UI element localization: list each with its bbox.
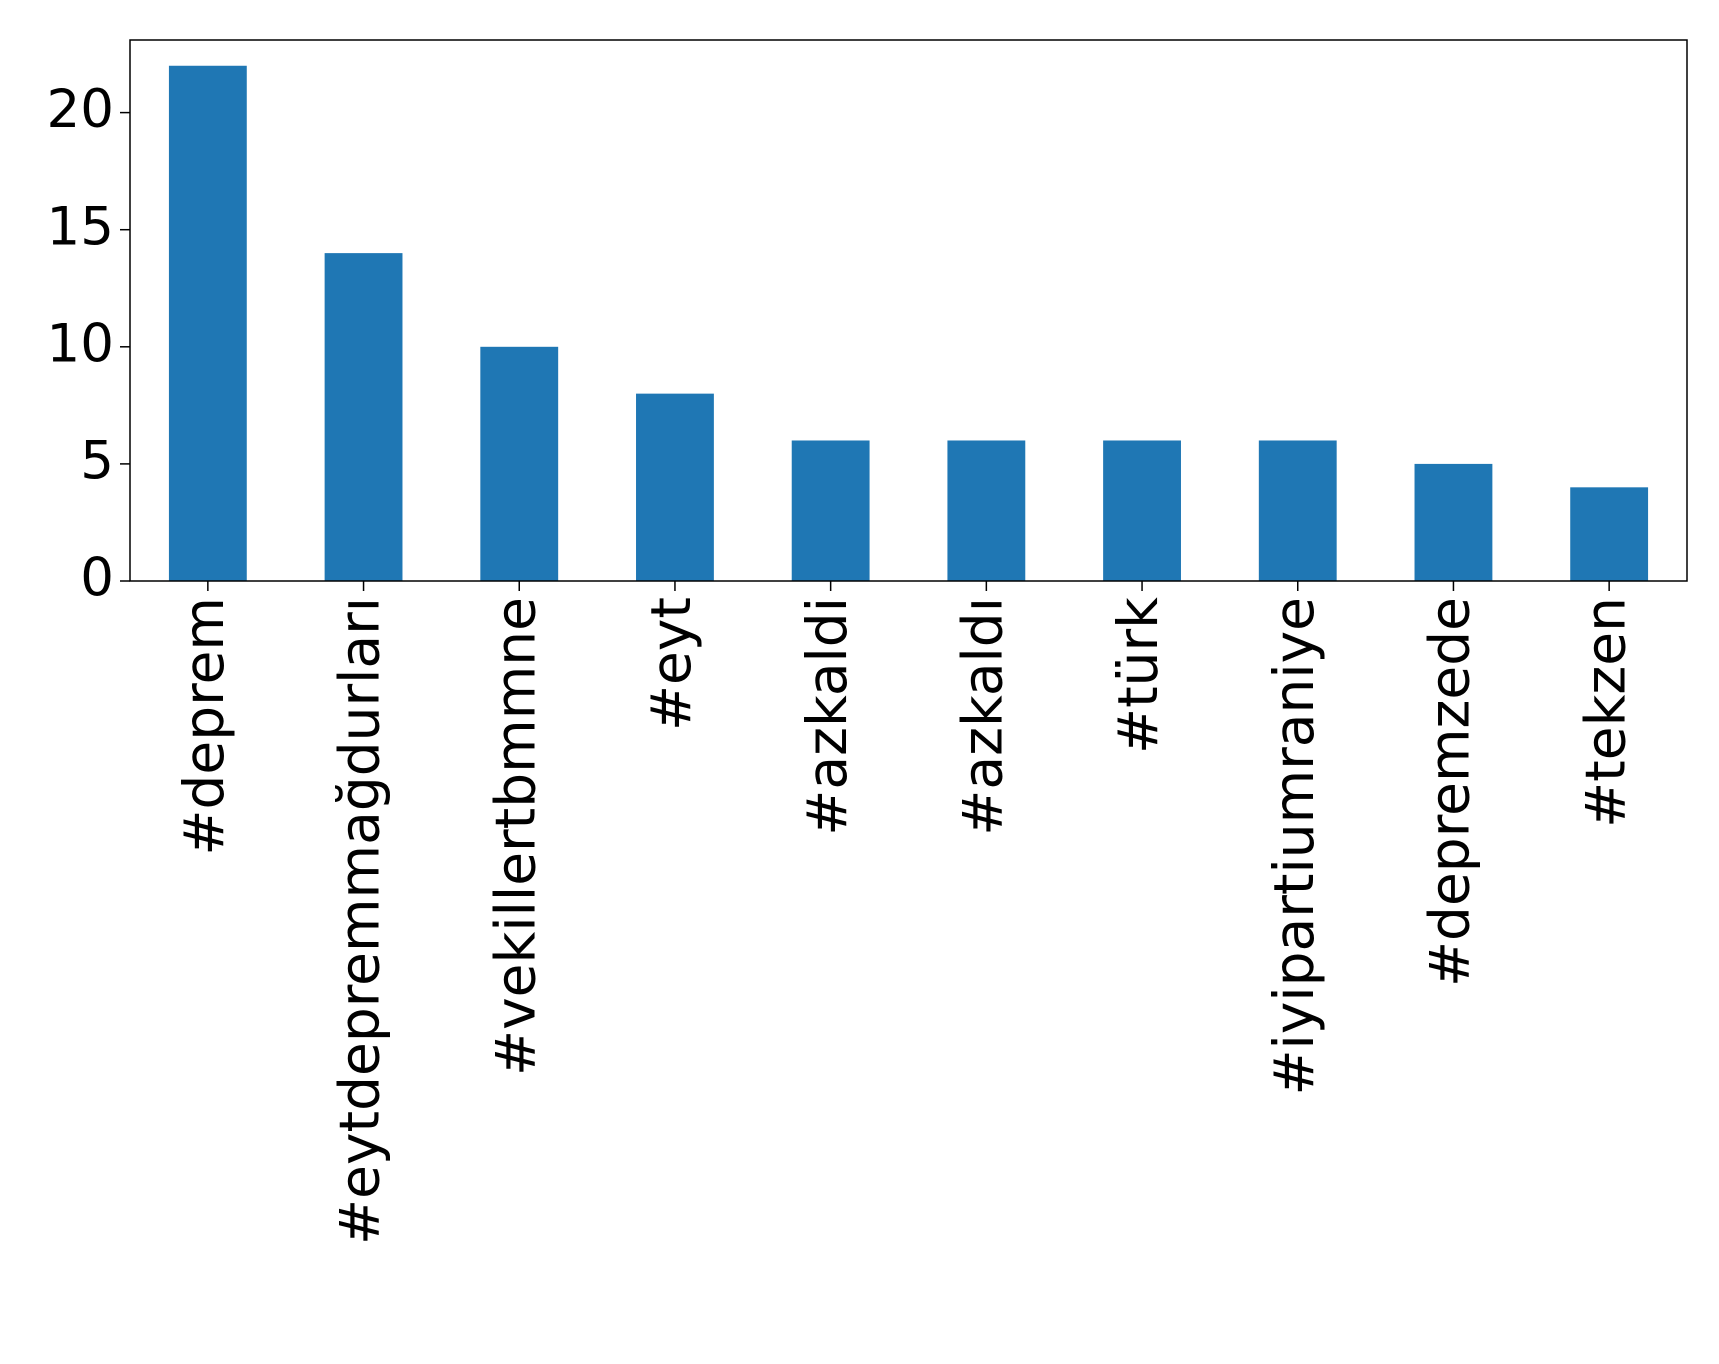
x-tick-label: #azkaldi <box>795 597 859 836</box>
x-tick-label: #tekzen <box>1573 597 1637 828</box>
y-tick-label: 20 <box>47 79 114 140</box>
bar <box>480 346 559 581</box>
y-tick-label: 5 <box>80 431 114 492</box>
bar <box>1570 487 1649 581</box>
x-tick-label: #vekillertbmmne <box>483 597 547 1076</box>
y-tick-label: 10 <box>47 313 114 374</box>
x-tick-label: #azkaldı <box>950 597 1014 836</box>
bar <box>1258 440 1337 581</box>
x-tick-label: #türk <box>1106 597 1170 754</box>
y-tick-label: 15 <box>47 196 114 257</box>
bar <box>324 253 403 581</box>
bar <box>636 393 714 581</box>
bar <box>1414 463 1493 581</box>
bar <box>1103 440 1181 581</box>
bar <box>168 65 247 581</box>
x-tick-label: #eyt <box>639 597 703 731</box>
x-tick-label: #depremzede <box>1418 597 1482 987</box>
bar <box>791 440 870 581</box>
x-tick-label: #deprem <box>172 597 236 856</box>
x-tick-label: #iyipartiumraniye <box>1262 597 1326 1096</box>
x-tick-label: #eytdepremmağdurları <box>328 597 392 1245</box>
bar <box>947 440 1026 581</box>
plot-frame <box>129 39 1688 582</box>
y-tick-label: 0 <box>80 548 114 609</box>
